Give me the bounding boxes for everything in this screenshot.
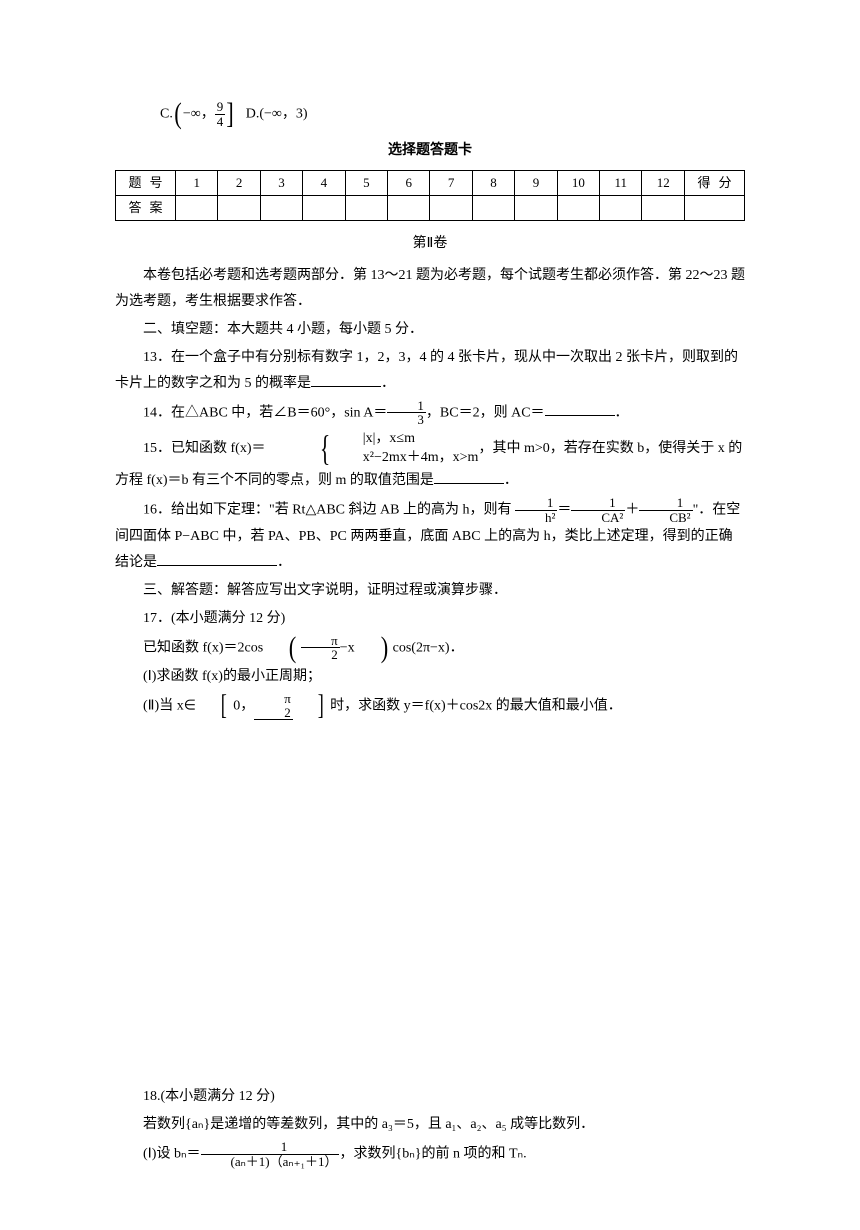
answer-cell <box>642 196 685 221</box>
col-num: 11 <box>600 171 642 196</box>
question-15: 15．已知函数 f(x)＝{|x|，x≤mx²−2mx＋4m，x>m，其中 m>… <box>115 429 745 494</box>
piecewise-function: {|x|，x≤mx²−2mx＋4m，x>m <box>266 429 479 468</box>
question-14: 14．在△ABC 中，若∠B＝60°，sin A＝13，BC＝2，则 AC＝． <box>115 399 745 427</box>
q17-text-a: 已知函数 f(x)＝2cos <box>143 640 263 655</box>
paren-right-icon: ) <box>359 635 388 661</box>
bracket-right-icon: ] <box>226 101 234 127</box>
bracket-right-icon: ] <box>299 694 323 718</box>
q17-ii-a: (Ⅱ)当 x∈ <box>143 698 196 713</box>
col-num: 5 <box>345 171 387 196</box>
answer-cell <box>430 196 472 221</box>
part2-title: 第Ⅱ卷 <box>115 231 745 257</box>
answer-cell <box>600 196 642 221</box>
answer-cell <box>557 196 599 221</box>
answer-cell <box>515 196 557 221</box>
col-num: 2 <box>218 171 260 196</box>
col-num: 10 <box>557 171 599 196</box>
answer-cell <box>345 196 387 221</box>
q18-i-b: ，求数列{bₙ}的前 n 项的和 Tₙ. <box>339 1146 526 1161</box>
q17-ii-frac: π2 <box>254 692 293 720</box>
option-c-d-line: C.(−∞，94] D.(−∞，3) <box>115 100 745 128</box>
q17-mid: −x <box>340 640 355 655</box>
q16-frac2: 1CA² <box>571 496 625 524</box>
q17-part-ii: (Ⅱ)当 x∈ [0，π2] 时，求函数 y＝f(x)＋cos2x 的最大值和最小值… <box>115 692 745 720</box>
answer-cell <box>176 196 218 221</box>
blank-icon <box>545 401 615 416</box>
answer-card-table: 题号 1 2 3 4 5 6 7 8 9 10 11 12 得分 答案 <box>115 170 745 221</box>
score-label: 得分 <box>685 171 745 196</box>
q14-fraction: 13 <box>387 399 426 427</box>
answer-cell <box>303 196 345 221</box>
answer-cell <box>685 196 745 221</box>
col-num: 3 <box>260 171 302 196</box>
table-row: 答案 <box>116 196 745 221</box>
paren-left-icon: ( <box>268 635 297 661</box>
option-d-label: D. <box>246 106 260 121</box>
q16-text-a: 16．给出如下定理："若 Rt△ABC 斜边 AB 上的高为 h，则有 <box>143 502 515 517</box>
q18-i-a: (Ⅰ)设 bₙ＝ <box>143 1146 201 1161</box>
table-row: 题号 1 2 3 4 5 6 7 8 9 10 11 12 得分 <box>116 171 745 196</box>
q17-part-i: (Ⅰ)求函数 f(x)的最小正周期； <box>115 664 745 690</box>
workspace-gap <box>115 722 745 1082</box>
col-num: 9 <box>515 171 557 196</box>
q18-frac: 1(aₙ＋1)（aₙ₊₁＋1） <box>201 1140 340 1168</box>
section3-title: 三、解答题：解答应写出文字说明，证明过程或演算步骤． <box>115 578 745 604</box>
bracket-left-icon: [ <box>202 694 226 718</box>
q18-part-i: (Ⅰ)设 bₙ＝1(aₙ＋1)（aₙ₊₁＋1），求数列{bₙ}的前 n 项的和 … <box>115 1140 745 1168</box>
blank-icon <box>311 371 381 386</box>
q18-head: 18.(本小题满分 12 分) <box>115 1084 745 1110</box>
q17-ii-b: 时，求函数 y＝f(x)＋cos2x 的最大值和最小值． <box>330 698 622 713</box>
option-c-fraction: 94 <box>215 100 226 128</box>
q14-text-a: 14．在△ABC 中，若∠B＝60°，sin A＝ <box>143 405 387 420</box>
q17-text-b: cos(2π−x)． <box>393 640 464 655</box>
q15-case1: |x|，x≤m <box>335 429 479 449</box>
col-num: 4 <box>303 171 345 196</box>
q18-line1: 若数列{aₙ}是递增的等差数列，其中的 a₃＝5，且 a₁、a₂、a₅ 成等比数… <box>115 1112 745 1138</box>
option-c-label: C. <box>160 106 173 121</box>
col-num: 1 <box>176 171 218 196</box>
q14-text-b: ，BC＝2，则 AC＝ <box>426 405 545 420</box>
q16-eq: ＝ <box>557 502 571 517</box>
answer-cell <box>388 196 430 221</box>
blank-icon <box>434 469 504 484</box>
q17-frac: π2 <box>301 634 340 662</box>
question-17: 已知函数 f(x)＝2cos (π2−x) cos(2π−x)． <box>115 634 745 662</box>
brace-left-icon: { <box>303 432 330 464</box>
option-d-content: (−∞，3) <box>259 106 307 121</box>
question-13: 13．在一个盒子中有分别标有数字 1，2，3，4 的 4 张卡片，现从中一次取出… <box>115 345 745 397</box>
col-num: 7 <box>430 171 472 196</box>
q16-frac3: 1CB² <box>639 496 692 524</box>
row-label: 答案 <box>116 196 176 221</box>
q15-case2: x²−2mx＋4m，x>m <box>335 448 479 468</box>
answer-cell <box>218 196 260 221</box>
section2-title: 二、填空题：本大题共 4 小题，每小题 5 分． <box>115 317 745 343</box>
q17-ii-lo: 0， <box>233 698 254 713</box>
row-label: 题号 <box>116 171 176 196</box>
q16-plus: ＋ <box>625 502 639 517</box>
answer-card-title: 选择题答题卡 <box>115 138 745 164</box>
q17-head: 17．(本小题满分 12 分) <box>115 606 745 632</box>
q13-text: 13．在一个盒子中有分别标有数字 1，2，3，4 的 4 张卡片，现从中一次取出… <box>115 350 738 391</box>
intro-text: 本卷包括必考题和选考题两部分．第 13～21 题为必考题，每个试题考生都必须作答… <box>115 263 745 315</box>
paren-left-icon: ( <box>174 101 182 127</box>
col-num: 12 <box>642 171 685 196</box>
col-num: 6 <box>388 171 430 196</box>
answer-cell <box>472 196 514 221</box>
question-16: 16．给出如下定理："若 Rt△ABC 斜边 AB 上的高为 h，则有 1h²＝… <box>115 496 745 576</box>
option-c-lead: −∞， <box>183 106 215 121</box>
q15-text-a: 15．已知函数 f(x)＝ <box>143 441 266 456</box>
blank-icon <box>157 551 277 566</box>
q16-frac1: 1h² <box>515 496 557 524</box>
answer-cell <box>260 196 302 221</box>
col-num: 8 <box>472 171 514 196</box>
